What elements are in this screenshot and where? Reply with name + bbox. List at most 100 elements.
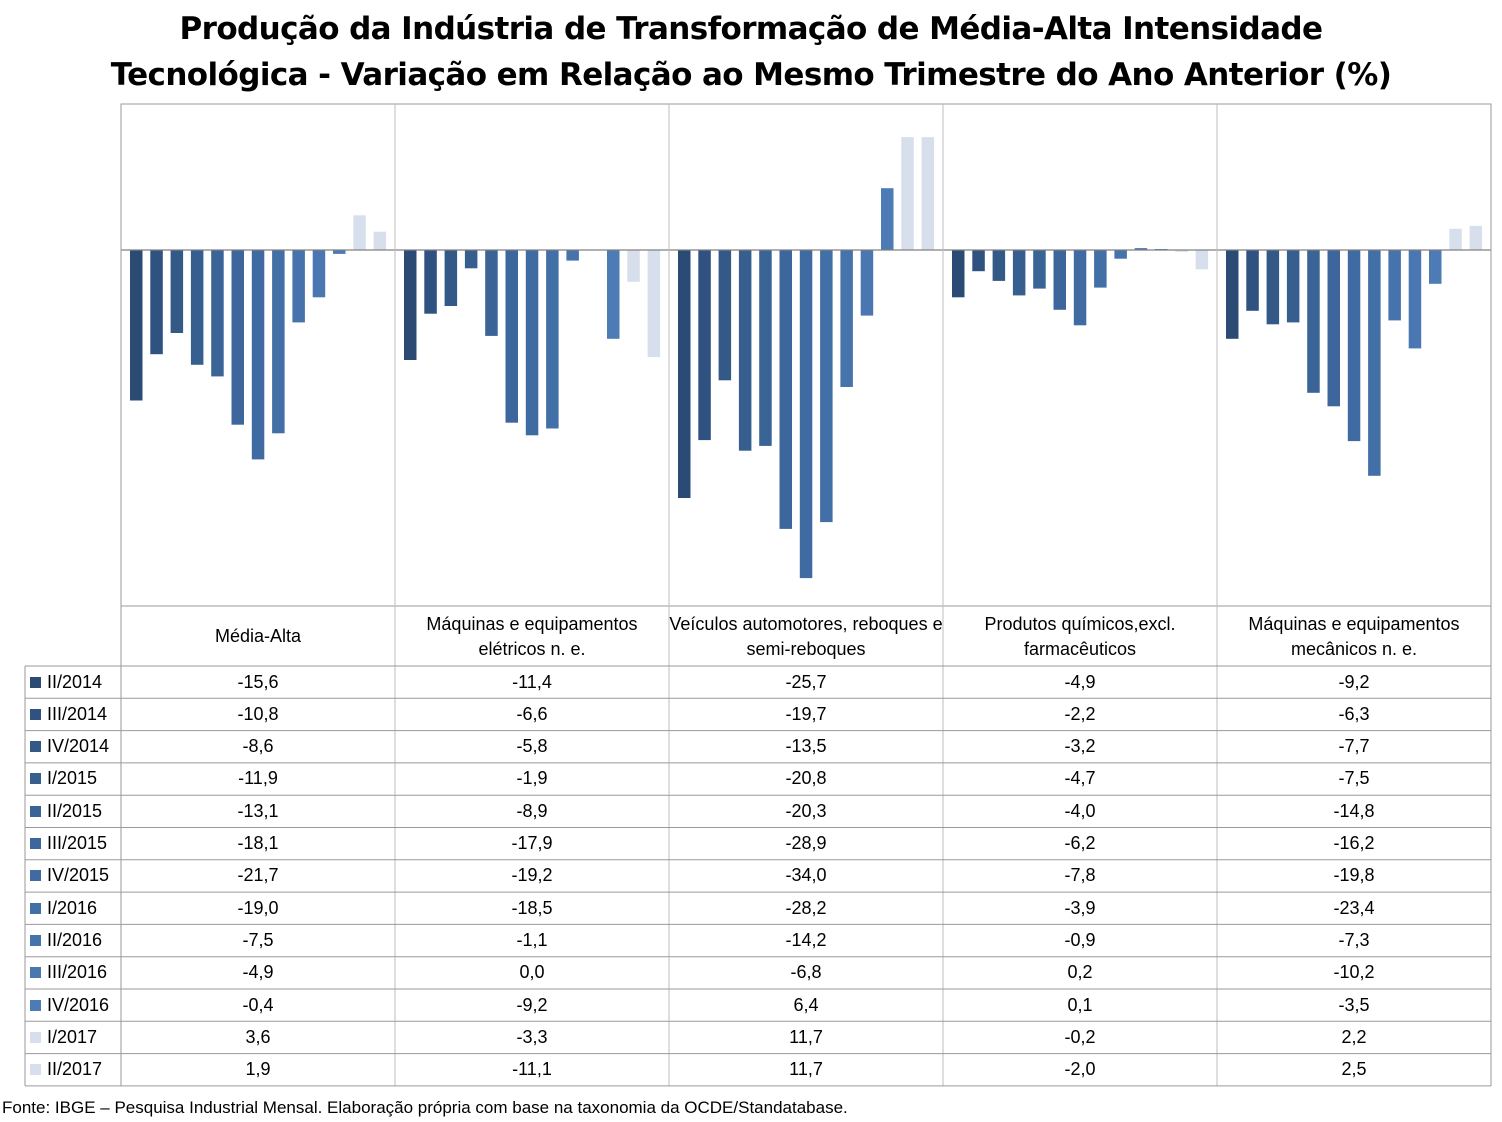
bar-4-I-2015 (1012, 250, 1026, 296)
legend-entry: II/2015 (30, 795, 102, 827)
legend-swatch (30, 999, 41, 1011)
legend-swatch (30, 708, 41, 720)
bar-3-II-2014 (678, 250, 691, 498)
data-label: -19,2 (511, 865, 553, 886)
legend-label: IV/2016 (47, 994, 110, 1015)
data-label: 11,7 (789, 1026, 823, 1047)
bar-3-IV-2016 (881, 188, 894, 250)
legend-label: III/2015 (47, 833, 108, 853)
legend-entry: III/2014 (30, 698, 107, 730)
legend-swatch (30, 676, 41, 688)
data-label: -25,7 (785, 671, 827, 692)
bar-5-IV-2016 (1429, 250, 1442, 284)
bar-3-IV-2014 (718, 250, 732, 381)
bar-4-II-2015 (1033, 250, 1046, 289)
bar-3-IV-2015 (799, 250, 813, 579)
data-label: -4,9 (242, 962, 274, 983)
bar-5-III-2014 (1246, 250, 1259, 311)
bar-5-I-2015 (1286, 250, 1300, 323)
bar-2-I-2017 (627, 250, 640, 282)
bar-1-II-2017 (373, 231, 387, 250)
data-label: 1,9 (245, 1059, 271, 1080)
data-label: -10,2 (1333, 962, 1375, 983)
category-label: Veículos automotores, reboques e semi-re… (669, 613, 943, 659)
legend-entry: I/2016 (30, 892, 97, 924)
legend-entry: IV/2014 (30, 731, 109, 763)
legend-swatch (30, 1064, 41, 1076)
legend-label: IV/2014 (47, 736, 110, 757)
bar-3-III-2014 (698, 250, 711, 441)
data-label: -4,0 (1064, 800, 1096, 821)
bar-3-I-2015 (738, 250, 752, 451)
bar-3-I-2016 (820, 250, 833, 523)
bar-3-II-2017 (921, 137, 935, 250)
data-label: -7,7 (1338, 736, 1370, 757)
data-label: -9,2 (1338, 671, 1370, 692)
data-label: -0,2 (1064, 1026, 1096, 1047)
bar-2-III-2014 (424, 250, 437, 314)
data-label: -13,1 (237, 800, 279, 821)
bar-4-II-2014 (952, 250, 965, 298)
data-label: -8,6 (242, 736, 274, 757)
legend-swatch (30, 805, 41, 817)
bar-5-I-2017 (1449, 228, 1462, 250)
data-label: -21,7 (237, 865, 279, 886)
legend-label: I/2017 (47, 1026, 98, 1047)
bar-5-II-2016 (1388, 250, 1401, 321)
category-label: Média-Alta (214, 626, 302, 646)
bar-1-I-2016 (272, 250, 285, 434)
bar-2-II-2017 (647, 250, 661, 358)
category-label: Produtos químicos,excl. farmacêuticos (984, 613, 1176, 659)
data-label: -6,3 (1338, 703, 1370, 724)
data-label: -11,9 (238, 768, 278, 789)
data-label: 3,6 (245, 1026, 271, 1047)
data-label: -0,4 (242, 994, 274, 1015)
legend-entry: II/2016 (30, 924, 102, 956)
bar-2-I-2016 (546, 250, 559, 429)
legend-label: II/2014 (47, 671, 103, 692)
legend-swatch (30, 838, 41, 849)
legend-label: IV/2015 (47, 865, 110, 886)
bar-4-I-2016 (1094, 250, 1107, 288)
bar-5-III-2015 (1327, 250, 1340, 407)
bar-4-IV-2014 (992, 250, 1006, 281)
data-label: -3,5 (1338, 994, 1370, 1015)
category-label: Máquinas e equipamentos mecânicos n. e. (1248, 613, 1460, 659)
data-label: -10,8 (237, 703, 279, 724)
legend-entry: I/2015 (30, 763, 97, 795)
data-label: -1,1 (516, 929, 548, 950)
bar-4-I-2017 (1175, 250, 1188, 252)
data-label: -28,9 (785, 833, 827, 853)
data-label: -16,2 (1333, 833, 1375, 853)
data-label: 0,1 (1067, 994, 1093, 1015)
data-label: -0,9 (1064, 929, 1096, 950)
data-label: -7,5 (242, 929, 274, 950)
legend-label: I/2016 (47, 897, 98, 918)
bar-2-II-2015 (485, 250, 498, 336)
bar-5-IV-2015 (1347, 250, 1361, 442)
legend-label: II/2016 (47, 929, 103, 950)
data-label: -9,2 (516, 994, 548, 1015)
data-label: -7,5 (1338, 768, 1370, 789)
bar-1-II-2014 (130, 250, 143, 401)
data-label: -14,8 (1333, 800, 1375, 821)
bar-2-IV-2014 (444, 250, 458, 306)
legend-label: III/2016 (47, 962, 108, 983)
bar-4-IV-2015 (1073, 250, 1087, 326)
data-label: -3,3 (516, 1026, 548, 1047)
bar-1-II-2016 (292, 250, 305, 323)
data-label: -3,9 (1064, 897, 1096, 918)
legend-label: II/2015 (47, 800, 103, 821)
data-label: -7,8 (1064, 865, 1096, 886)
legend-entry: II/2017 (30, 1054, 102, 1086)
bar-2-I-2015 (464, 250, 478, 269)
bar-4-II-2017 (1195, 250, 1209, 270)
bar-3-III-2015 (779, 250, 792, 529)
bar-1-I-2017 (353, 215, 366, 250)
bar-3-II-2016 (840, 250, 853, 387)
data-label: -15,6 (237, 671, 279, 692)
bar-4-III-2016 (1134, 248, 1148, 250)
chart-title: Produção da Indústria de Transformação d… (0, 6, 1502, 98)
data-label: -23,4 (1333, 897, 1375, 918)
